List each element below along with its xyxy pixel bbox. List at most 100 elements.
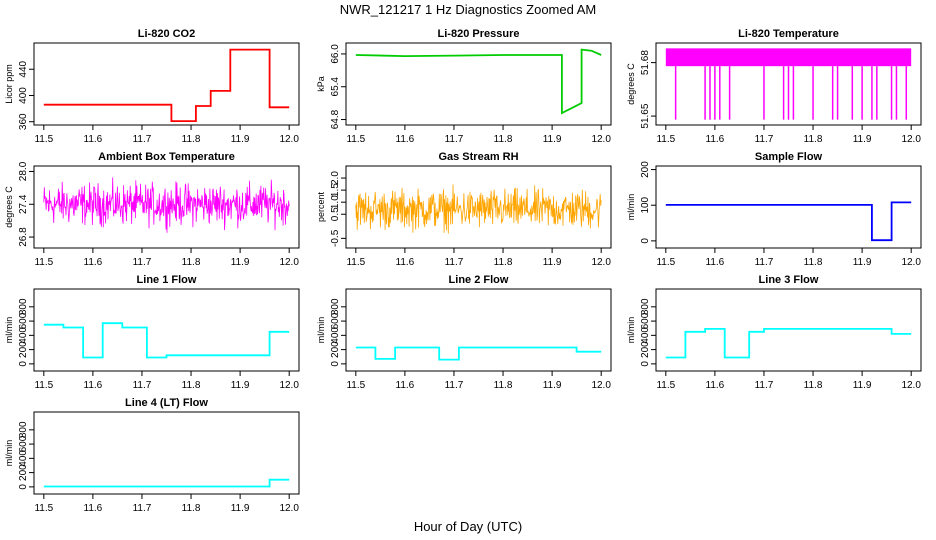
- panel-1-y-tick-label: 360: [18, 113, 29, 130]
- panel-8-y-tick-label: 400: [330, 327, 341, 344]
- panel-5-x-tick-label: 11.9: [543, 257, 562, 268]
- panel-6-y-axis-label: ml/min: [626, 194, 636, 221]
- panel-1-y-tick-label: 440: [18, 60, 29, 77]
- panel-10-x-tick-label: 11.6: [84, 503, 103, 514]
- panel-8-x-tick-label: 11.6: [396, 380, 415, 391]
- panel-7-data: [43, 322, 290, 359]
- panel-7-x-tick-label: 11.6: [84, 380, 103, 391]
- panel-8-y-tick-label: 200: [330, 341, 341, 358]
- panel-2: Li-820 Pressure 11.5 11.6 11.7 11.8 11.9 12.0 6…: [316, 28, 612, 145]
- panel-3-y-axis-label: degrees C: [626, 63, 636, 105]
- panel-2-x-tick-label: 11.6: [396, 134, 415, 145]
- panel-1-title: Li-820 CO2: [138, 28, 195, 40]
- panel-5-x-tick-label: 11.8: [494, 257, 513, 268]
- panel-9-y-tick-label: 200: [640, 341, 651, 358]
- panel-10-series-line: [43, 478, 290, 488]
- panel-9-x-tick-label: 11.7: [755, 380, 774, 391]
- panel-4-x-tick-label: 11.9: [231, 257, 250, 268]
- panel-3-data: [665, 48, 912, 120]
- panel-4-title: Ambient Box Temperature: [98, 151, 235, 163]
- panel-8-title: Line 2 Flow: [449, 274, 509, 286]
- panel-9-x-tick-label: 11.6: [706, 380, 725, 391]
- panel-2-series-line: [355, 48, 602, 115]
- panel-3-x-tick-label: 11.7: [755, 134, 774, 145]
- panel-3-y-tick-label: 51.68: [640, 50, 651, 75]
- panel-9-x-tick-label: 11.5: [656, 380, 675, 391]
- panel-10: Line 4 (LT) Flow 11.5 11.6 11.7 11.8 11.9 12.0…: [4, 397, 300, 514]
- panel-1-frame: [33, 42, 300, 126]
- panel-2-y-axis-label: kPa: [316, 76, 326, 92]
- panel-6-series-line: [665, 201, 912, 242]
- panel-7-y-tick-label: 200: [18, 341, 29, 358]
- panel-7-x-tick-label: 11.5: [34, 380, 53, 391]
- panel-4-x-tick-label: 11.7: [133, 257, 152, 268]
- panel-8-x-tick-label: 11.9: [543, 380, 562, 391]
- panel-5-title: Gas Stream RH: [438, 151, 518, 163]
- panel-6-x-tick-label: 11.8: [804, 257, 823, 268]
- panel-6-data: [665, 201, 912, 242]
- panel-2-x-tick-label: 11.5: [346, 134, 365, 145]
- panel-10-y-tick-label: 200: [18, 464, 29, 481]
- panel-7-x-tick-label: 11.9: [231, 380, 250, 391]
- panel-9-y-axis-label: ml/min: [626, 317, 636, 344]
- panel-4-x-tick-label: 12.0: [279, 257, 299, 268]
- panel-2-y-tick-label: 65.4: [330, 77, 341, 97]
- panel-2-data: [355, 48, 602, 115]
- panel-5-y-tick-label: 1.5: [330, 183, 341, 197]
- panel-8-data: [355, 346, 602, 361]
- panel-3-x-tick-label: 11.9: [853, 134, 872, 145]
- panel-1-x-tick-label: 11.6: [84, 134, 103, 145]
- panel-9-y-tick-label: 0: [640, 361, 651, 367]
- panel-10-frame: [33, 411, 300, 495]
- panel-10-y-tick-label: 800: [18, 421, 29, 438]
- panel-6-x-tick-label: 11.9: [853, 257, 872, 268]
- panel-6-x-tick-label: 12.0: [901, 257, 921, 268]
- panel-2-x-tick-label: 12.0: [591, 134, 611, 145]
- panel-1-series-line: [43, 48, 290, 122]
- panel-9-x-tick-label: 12.0: [901, 380, 921, 391]
- panel-1-x-tick-label: 12.0: [279, 134, 299, 145]
- panel-5-y-axis-label: percent: [316, 191, 326, 222]
- panel-5-y-tick-label: 0.5: [330, 207, 341, 221]
- panel-4-frame: [33, 165, 300, 249]
- panel-9-y-tick-label: 400: [640, 327, 651, 344]
- panel-4-x-tick-label: 11.5: [34, 257, 53, 268]
- panel-7-title: Line 1 Flow: [137, 274, 197, 286]
- panel-7-frame: [33, 288, 300, 372]
- panel-10-x-tick-label: 11.7: [133, 503, 152, 514]
- panel-7-series-line: [43, 322, 290, 359]
- panel-4-y-axis-label: degrees C: [4, 186, 14, 228]
- panel-8-y-axis-label: ml/min: [316, 317, 326, 344]
- panel-9-x-tick-label: 11.8: [804, 380, 823, 391]
- panel-3-data-band: [665, 48, 912, 67]
- panel-7-y-tick-label: 0: [18, 361, 29, 367]
- panel-2-x-tick-label: 11.8: [494, 134, 513, 145]
- panel-1: Li-820 CO2 11.5 11.6 11.7 11.8 11.9 12.0 360 400…: [4, 28, 300, 145]
- panel-4-data: [43, 177, 290, 233]
- panel-2-frame: [345, 42, 612, 126]
- panel-2-title: Li-820 Pressure: [438, 28, 520, 40]
- panel-6: Sample Flow 11.5 11.6 11.7 11.8 11.9 12.0 0 100 2…: [626, 151, 922, 268]
- panel-5-x-tick-label: 11.5: [346, 257, 365, 268]
- panel-4-x-tick-label: 11.8: [182, 257, 201, 268]
- panel-8-y-tick-label: 600: [330, 312, 341, 329]
- panel-3-x-tick-label: 11.8: [804, 134, 823, 145]
- panel-9-data: [665, 328, 912, 359]
- panel-10-title: Line 4 (LT) Flow: [125, 397, 208, 409]
- panel-7-y-axis-label: ml/min: [4, 317, 14, 344]
- panel-3-title: Li-820 Temperature: [738, 28, 839, 40]
- panel-9-y-tick-label: 600: [640, 312, 651, 329]
- panel-4-y-tick-label: 27.4: [18, 194, 29, 214]
- panel-3-x-tick-label: 11.6: [706, 134, 725, 145]
- panel-1-x-tick-label: 11.7: [133, 134, 152, 145]
- panel-9-frame: [655, 288, 922, 372]
- panel-1-x-tick-label: 11.9: [231, 134, 250, 145]
- panel-8-x-tick-label: 12.0: [591, 380, 611, 391]
- panel-3-frame: [655, 42, 922, 126]
- panel-10-y-tick-label: 600: [18, 435, 29, 452]
- panel-7-y-tick-label: 800: [18, 298, 29, 315]
- panel-4-y-tick-label: 28.0: [18, 161, 29, 181]
- panel-8-x-tick-label: 11.5: [346, 380, 365, 391]
- panel-5-series-line: [355, 184, 602, 234]
